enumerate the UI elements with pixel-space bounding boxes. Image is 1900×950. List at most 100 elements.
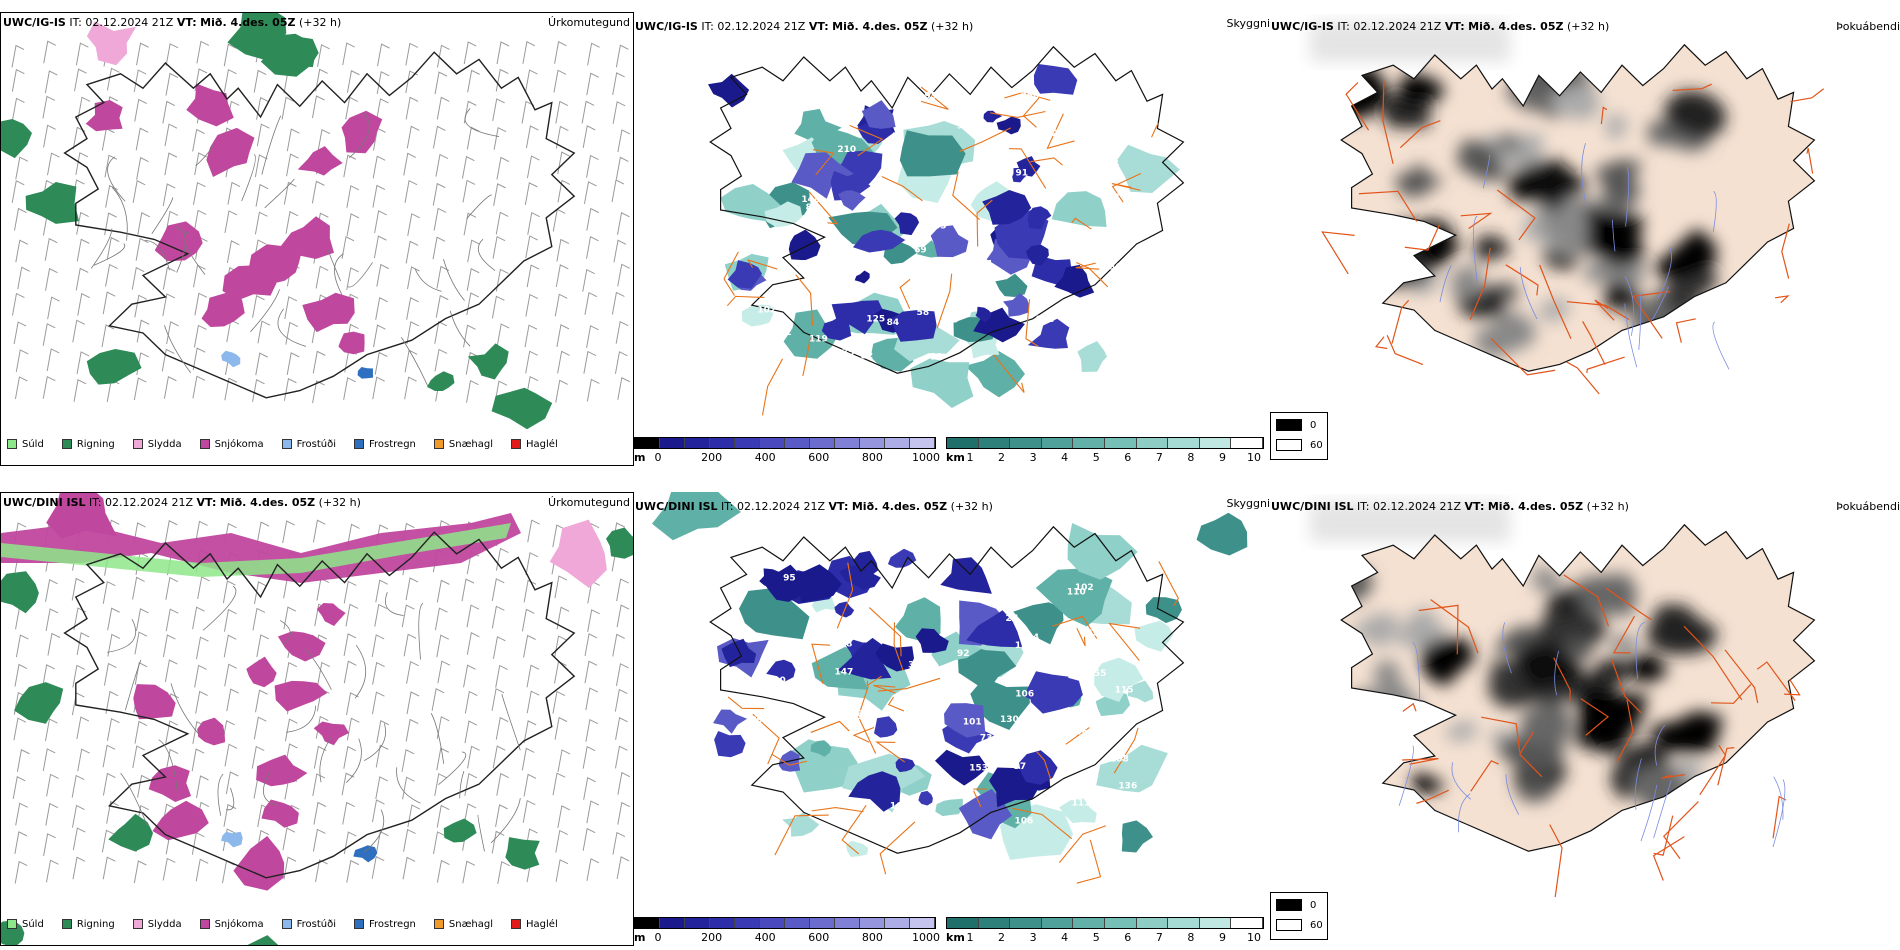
rain-area xyxy=(247,935,279,945)
wind-barb xyxy=(132,180,146,203)
wind-barb xyxy=(192,181,206,205)
road xyxy=(1672,83,1712,92)
cloud-base-value: 155 xyxy=(1088,669,1107,679)
road xyxy=(952,171,980,221)
river xyxy=(202,585,237,631)
wind-barb xyxy=(491,688,505,711)
wind-barb xyxy=(192,606,205,630)
road xyxy=(1071,217,1092,230)
wind-barb xyxy=(72,319,85,343)
colorbar-swatch xyxy=(947,438,979,448)
road xyxy=(1391,299,1410,344)
wind-barb xyxy=(557,350,570,374)
road xyxy=(1158,561,1179,606)
cloud-base-value: 204 xyxy=(749,100,768,110)
snow-area xyxy=(302,292,355,333)
cloud-base-value: 91 xyxy=(986,268,999,278)
wind-barb xyxy=(375,98,389,122)
colorbar-tick-label: 10 xyxy=(1247,451,1261,464)
wind-barb xyxy=(223,608,237,632)
wind-barb xyxy=(42,95,56,119)
cloud-base-value: 241 xyxy=(1052,129,1071,139)
river xyxy=(449,310,471,347)
wind-barb xyxy=(162,634,176,658)
wind-barb xyxy=(406,660,419,684)
wind-barb xyxy=(434,773,447,796)
colorbar-tick-label: 400 xyxy=(754,931,776,944)
visibility-label-2: Skyggni xyxy=(1226,497,1270,510)
wind-barb xyxy=(71,692,85,716)
wind-barb xyxy=(16,749,30,772)
snow-area xyxy=(341,110,383,154)
wind-barb xyxy=(312,828,326,852)
wind-barb xyxy=(405,718,419,742)
wind-barb xyxy=(197,576,210,600)
colorbar-swatch xyxy=(735,438,760,448)
cloud-base-areas xyxy=(708,64,1095,349)
cloud-base-value: 107 xyxy=(845,94,864,104)
road xyxy=(1490,337,1556,376)
wind-barb xyxy=(373,235,387,259)
wind-barb xyxy=(434,607,448,631)
snow-area xyxy=(338,331,365,355)
wind-barb xyxy=(584,660,598,684)
colorbar-tick-label: 10 xyxy=(1247,931,1261,944)
wind-barb xyxy=(587,609,600,632)
wind-barb xyxy=(255,352,268,376)
cloud-base-value: 109 xyxy=(743,789,762,799)
wind-barb xyxy=(282,520,295,544)
cloud-base-value: 302 xyxy=(773,328,792,338)
river xyxy=(1412,642,1421,703)
wind-barb xyxy=(372,661,385,685)
colorbar-swatch xyxy=(835,918,860,928)
cloud-base-area xyxy=(1027,318,1070,349)
cloud-base-value: 91 xyxy=(1015,168,1028,178)
wind-barb xyxy=(343,377,356,400)
visibility-area xyxy=(935,798,963,817)
panel-title-1a: UWC/IG-IS IT: 02.12.2024 21Z VT: Mið. 4.… xyxy=(3,16,342,29)
cloud-base-value: 95 xyxy=(783,574,796,584)
rain-area xyxy=(606,527,633,559)
swatch-freezing-rain xyxy=(354,919,364,929)
wind-barb xyxy=(346,692,359,716)
wind-barb xyxy=(372,184,386,208)
wind-barb xyxy=(371,634,385,658)
wind-barb xyxy=(102,580,116,604)
wind-barb xyxy=(14,663,28,687)
wind-barb xyxy=(253,581,267,605)
snow-area xyxy=(222,265,277,301)
river xyxy=(304,647,332,690)
wind-barb xyxy=(467,239,480,263)
wind-barb xyxy=(555,100,569,124)
precip-areas xyxy=(1,493,633,945)
wind-barb xyxy=(401,749,415,772)
river xyxy=(1638,291,1642,350)
fog-swatch-0 xyxy=(1276,419,1302,431)
wind-barb xyxy=(374,351,388,375)
freezing-rain-area xyxy=(357,367,374,379)
river xyxy=(1473,215,1478,285)
wind-barb xyxy=(283,181,297,205)
wind-barb xyxy=(614,745,628,769)
road xyxy=(1566,301,1630,320)
cloud-base-area xyxy=(966,610,1023,648)
wind-barb xyxy=(43,833,56,856)
road xyxy=(1108,622,1141,661)
wind-barb xyxy=(404,376,417,400)
wind-barb xyxy=(432,236,446,260)
wind-barb xyxy=(44,237,58,261)
visibility-area xyxy=(1013,602,1064,645)
precip-type-panel-1: UWC/IG-IS IT: 02.12.2024 21Z VT: Mið. 4.… xyxy=(0,12,634,466)
wind-barb xyxy=(13,321,27,345)
road xyxy=(746,259,778,270)
wind-barb xyxy=(131,266,145,290)
wind-barb xyxy=(42,748,56,772)
river xyxy=(1656,247,1672,301)
wind-barb xyxy=(431,688,445,711)
colorbar-swatch xyxy=(1073,918,1105,928)
wind-barb xyxy=(523,720,537,743)
river xyxy=(217,773,224,816)
river xyxy=(241,154,256,202)
wind-barb xyxy=(495,716,509,740)
fog-patch xyxy=(1609,633,1638,656)
